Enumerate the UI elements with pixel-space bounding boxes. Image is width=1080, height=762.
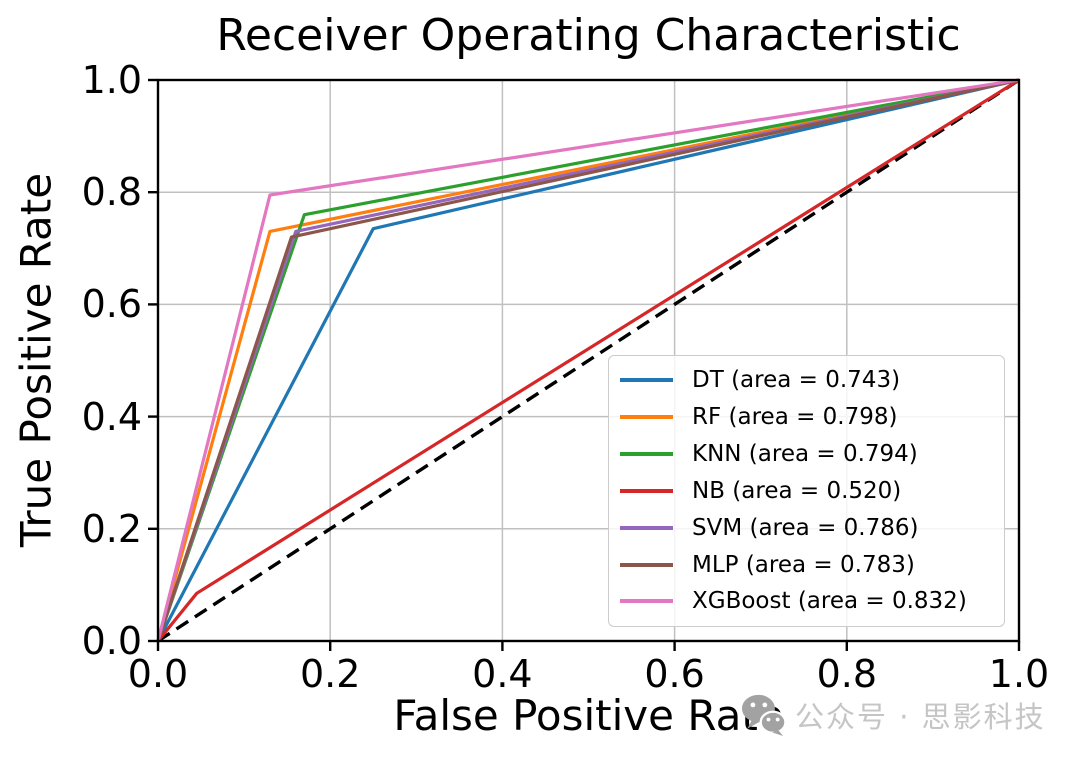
legend-item-DT: DT (area = 0.743) [609,363,1004,397]
legend-label: KNN (area = 0.794) [692,441,918,468]
roc-curve-NB [156,78,1020,643]
y-axis-label: True Positive Rate [11,172,61,548]
legend-label: XGBoost (area = 0.832) [692,588,967,615]
x-tick-label: 1.0 [988,652,1050,696]
y-tick-label: 0.2 [81,506,142,551]
roc-curve-XGBoost [156,78,1020,642]
x-tick-label: 0.6 [644,652,705,696]
legend-label: DT (area = 0.743) [692,367,901,394]
legend: DT (area = 0.743) RF (area = 0.798) KNN (a… [608,355,1005,627]
legend-label: MLP (area = 0.783) [692,551,915,578]
x-tick-label: 0.4 [472,652,533,696]
x-tick-label: 0.0 [127,652,189,696]
watermark: 公众号 · 思影科技 [740,693,1046,736]
wechat-icon [741,694,786,736]
x-tick-label: 0.8 [816,652,878,696]
legend-item-NB: NB (area = 0.520) [609,474,1004,508]
legend-item-XGBoost: XGBoost (area = 0.832) [609,584,1004,618]
y-tick-label: 0.0 [81,619,142,663]
legend-item-MLP: MLP (area = 0.783) [609,548,1004,582]
legend-item-SVM: SVM (area = 0.786) [609,511,1004,545]
plot-border [156,78,1021,643]
legend-swatch-RF [620,415,673,420]
legend-swatch-NB [620,488,673,493]
roc-curve-RF [156,78,1020,642]
legend-label: RF (area = 0.798) [692,404,898,431]
x-tick-label: 0.2 [299,652,361,696]
legend-item-RF: RF (area = 0.798) [609,400,1004,434]
legend-label: SVM (area = 0.786) [692,514,919,541]
roc-curve-DT [156,78,1020,642]
legend-label: NB (area = 0.520) [692,477,902,504]
y-tick-label: 0.6 [81,282,142,327]
legend-swatch-DT [620,378,673,383]
watermark-text: 公众号 · 思影科技 [795,699,1046,734]
legend-swatch-KNN [620,452,673,457]
legend-item-KNN: KNN (area = 0.794) [609,437,1004,471]
chart-title: Receiver Operating Characteristic [216,10,961,61]
legend-swatch-MLP [620,562,673,567]
plot-area [148,78,1021,651]
x-axis-label: False Positive Rate [393,691,784,740]
y-tick-label: 0.4 [81,394,142,439]
legend-swatch-SVM [620,525,673,530]
y-tick-label: 0.8 [81,170,142,215]
legend-swatch-XGBoost [620,599,673,604]
y-tick-label: 1.0 [81,58,142,102]
roc-curve-MLP [156,78,1020,642]
reference-diagonal-line [157,78,1020,643]
